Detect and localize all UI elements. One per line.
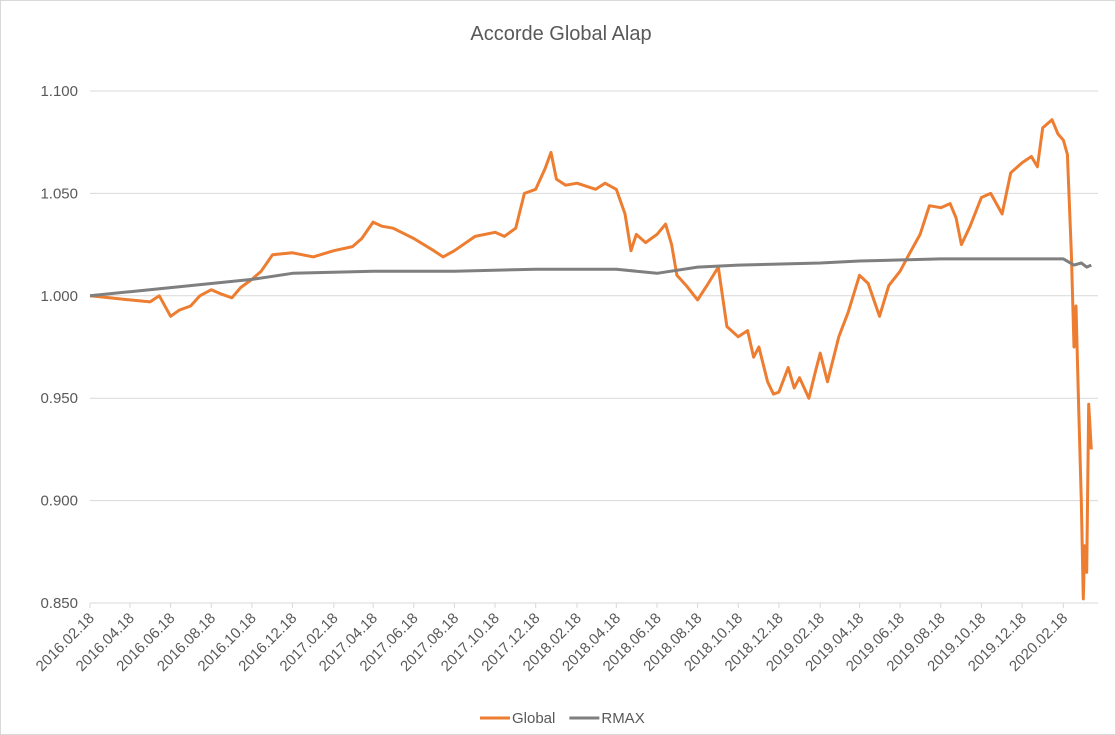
legend-label: RMAX [601,710,644,727]
series-line [89,257,1092,298]
y-tick-label: 0.850 [40,595,78,612]
legend-label: Global [512,710,555,727]
y-tick-label: 1.050 [40,185,78,202]
y-tick-label: 1.000 [40,288,78,305]
y-tick-label: 1.100 [40,83,78,100]
chart-title: Accorde Global Alap [470,23,651,45]
y-tick-label: 0.900 [40,493,78,510]
series-line [89,118,1093,601]
y-tick-label: 0.950 [40,390,78,407]
